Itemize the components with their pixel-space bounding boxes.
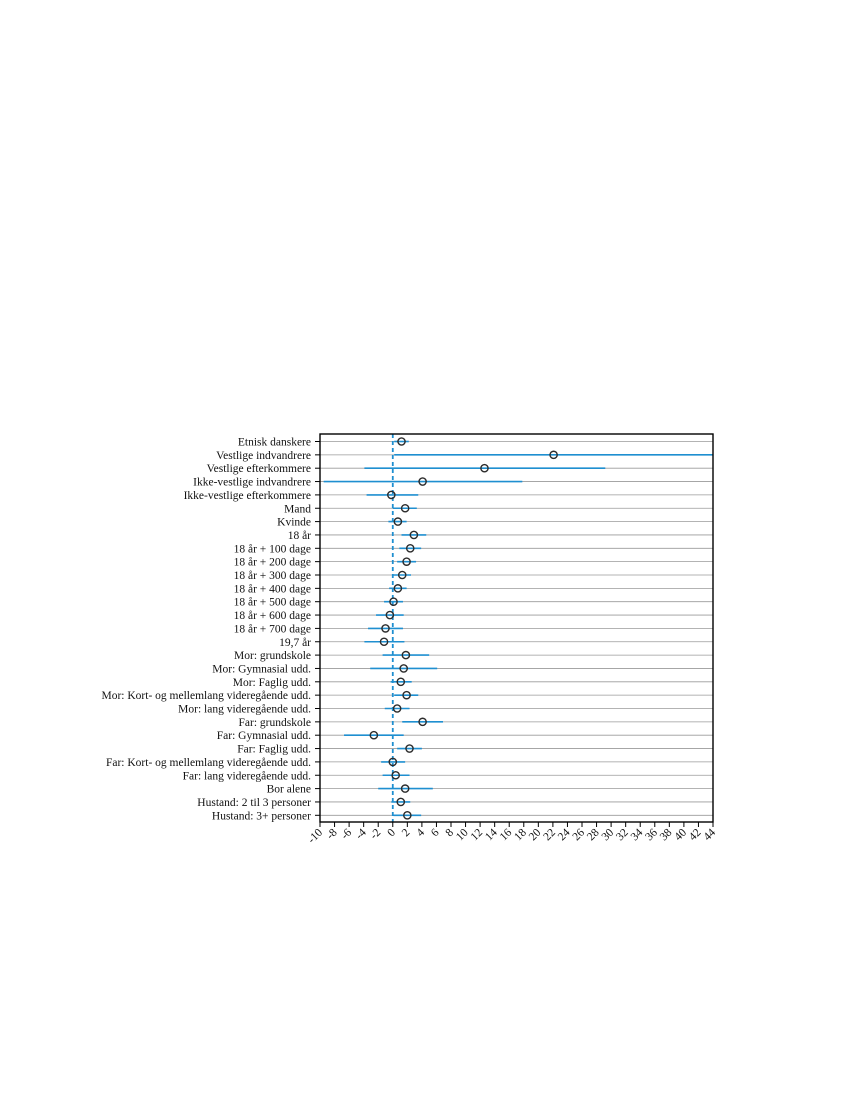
category-label: Vestlige efterkommere xyxy=(207,463,311,475)
x-tick-label: 44 xyxy=(702,826,719,843)
x-tick-label: -2 xyxy=(368,826,383,841)
category-label: 18 år xyxy=(288,529,311,542)
category-label: Bor alene xyxy=(267,784,311,796)
category-label: 18 år + 500 dage xyxy=(234,596,311,609)
x-tick-label: -6 xyxy=(339,826,354,841)
point-estimate xyxy=(400,503,410,513)
confidence-intervals xyxy=(323,440,713,817)
point-estimate xyxy=(385,610,395,620)
point-estimate xyxy=(401,650,411,660)
point-estimate xyxy=(402,690,411,700)
category-label: Far: grundskole xyxy=(238,717,311,729)
point-estimate xyxy=(480,463,489,473)
point-estimate xyxy=(393,584,403,593)
point-estimate xyxy=(403,811,412,820)
category-label: 18 år + 600 dage xyxy=(234,609,311,622)
point-estimate xyxy=(396,677,406,687)
plot-frame xyxy=(319,433,714,823)
category-label: Mor: grundskole xyxy=(234,650,311,662)
category-label: Far: lang videregående udd. xyxy=(183,769,311,782)
category-label: Kvinde xyxy=(277,517,311,529)
category-label: Mor: Kort- og mellemlang videregående ud… xyxy=(102,689,312,702)
category-label: Hustand: 2 til 3 personer xyxy=(197,797,311,809)
point-estimate xyxy=(393,517,403,526)
category-label: Far: Gymnasial udd. xyxy=(217,730,311,742)
point-estimate xyxy=(369,730,379,740)
point-estimate xyxy=(400,784,410,793)
point-estimate xyxy=(397,570,407,580)
category-label: Far: Faglig udd. xyxy=(237,744,311,756)
category-label: 19,7 år xyxy=(279,636,311,649)
x-tick-label: -4 xyxy=(354,826,369,841)
category-label: Far: Kort- og mellemlang videregående ud… xyxy=(106,756,311,769)
point-estimate xyxy=(387,490,396,500)
category-label: 18 år + 300 dage xyxy=(234,569,311,582)
point-estimate xyxy=(389,597,398,607)
x-tick-label: -10 xyxy=(306,826,326,846)
point-estimate xyxy=(405,544,415,553)
category-label: Vestlige indvandrere xyxy=(216,450,311,462)
gridlines xyxy=(315,441,713,816)
category-label: 18 år + 100 dage xyxy=(234,542,311,555)
point-estimate xyxy=(405,744,414,753)
category-label: Etnisk danskere xyxy=(238,437,311,449)
point-estimate xyxy=(392,704,402,713)
category-label: Mor: Faglig udd. xyxy=(233,677,311,689)
point-estimate xyxy=(396,797,406,807)
x-tick-label: 4 xyxy=(414,826,427,839)
x-tick-label: 0 xyxy=(385,826,398,839)
category-label: 18 år + 400 dage xyxy=(234,582,311,595)
category-label: Ikke-vestlige efterkommere xyxy=(184,490,311,502)
point-estimate xyxy=(409,530,419,540)
point-estimate xyxy=(549,450,558,460)
point-estimate xyxy=(418,477,427,486)
category-label: Mor: Gymnasial udd. xyxy=(212,663,311,675)
x-tick-label: 2 xyxy=(400,826,413,839)
point-estimates xyxy=(369,437,558,820)
x-tick-label: 8 xyxy=(444,826,457,839)
category-label: Mor: lang videregående udd. xyxy=(178,703,311,716)
category-label: Ikke-vestlige indvandrere xyxy=(193,477,311,489)
point-estimate xyxy=(402,557,411,566)
point-estimate xyxy=(397,437,406,446)
point-estimate xyxy=(388,757,398,767)
category-label: Hustand: 3+ personer xyxy=(212,810,311,822)
category-label: Mand xyxy=(284,503,311,515)
x-tick-label: 6 xyxy=(429,826,442,839)
x-axis-ticks: -10 -8 -6 -4 -2 0 2 4 6 8101214161820222426283032… xyxy=(306,822,719,846)
point-estimate xyxy=(379,637,389,647)
point-estimate xyxy=(399,664,408,673)
point-estimate xyxy=(391,770,400,780)
x-tick-label: -8 xyxy=(324,826,339,841)
point-estimate xyxy=(418,717,427,727)
category-label: 18 år + 200 dage xyxy=(234,556,311,569)
point-estimate xyxy=(381,624,390,633)
category-label: 18 år + 700 dage xyxy=(234,622,311,635)
